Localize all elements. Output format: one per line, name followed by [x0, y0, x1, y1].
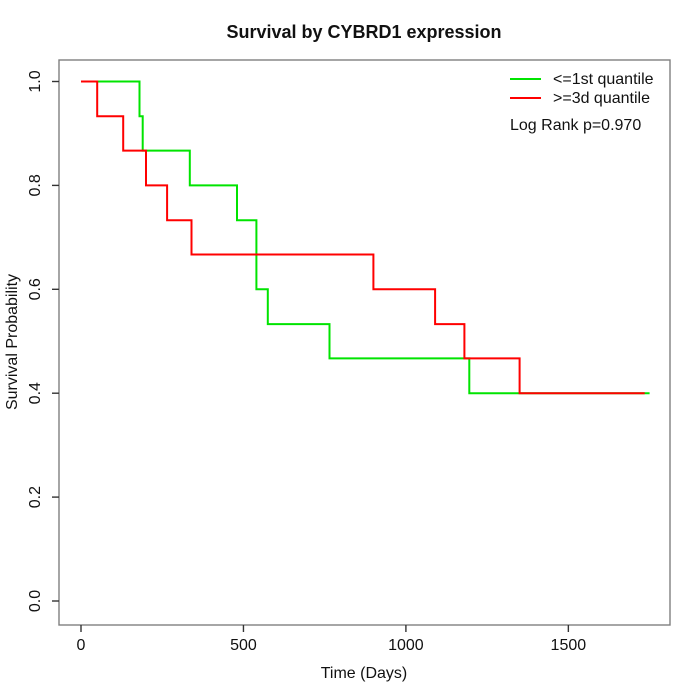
y-tick-label: 0.6 [27, 278, 44, 300]
y-tick-label: 0.2 [27, 486, 44, 508]
chart-title: Survival by CYBRD1 expression [226, 22, 501, 42]
y-tick-label: 0.8 [27, 174, 44, 196]
y-axis-ticks: 0.0 0.2 0.4 0.6 0.8 1.0 [27, 70, 59, 612]
y-axis-title: Survival Probability [4, 274, 21, 410]
survival-curves [81, 80, 650, 395]
y-tick-label: 0.4 [27, 382, 44, 404]
plot-box [58, 59, 671, 626]
x-axis-title: Time (Days) [321, 665, 408, 682]
survival-curve-third-quantile [81, 80, 645, 395]
log-rank-annotation: Log Rank p=0.970 [510, 117, 641, 134]
legend: <=1st quantile >=3d quantile Log Rank p=… [510, 71, 654, 134]
legend-label-third-quantile: >=3d quantile [553, 90, 650, 107]
x-tick-label: 0 [77, 637, 86, 654]
x-axis-ticks: 0 500 1000 1500 [77, 625, 587, 654]
survival-curve-first-quantile [81, 80, 650, 395]
x-tick-label: 1000 [388, 637, 424, 654]
legend-label-first-quantile: <=1st quantile [553, 71, 654, 88]
x-tick-label: 1500 [551, 637, 587, 654]
y-tick-label: 0.0 [27, 590, 44, 612]
y-tick-label: 1.0 [27, 70, 44, 92]
x-tick-label: 500 [230, 637, 257, 654]
